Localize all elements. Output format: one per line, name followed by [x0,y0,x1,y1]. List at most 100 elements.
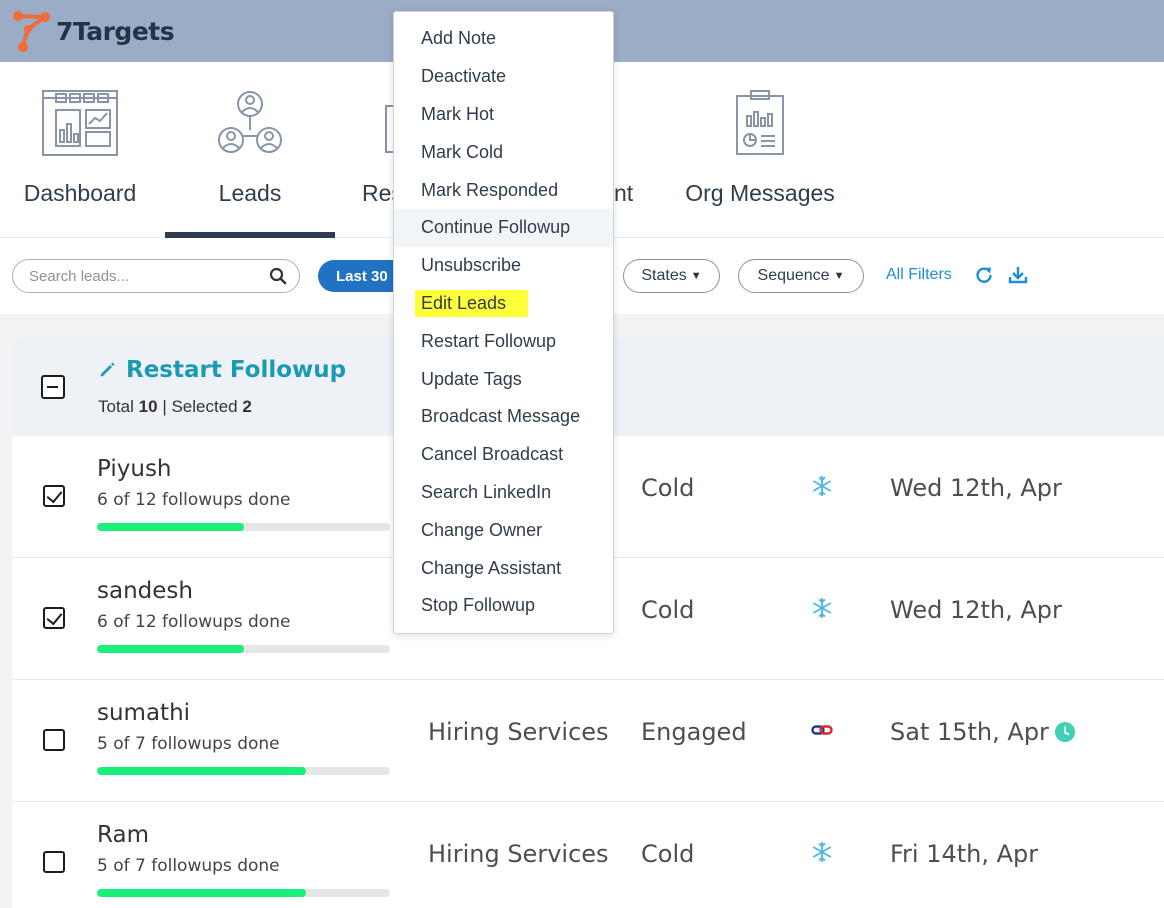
menu-item-broadcast-message[interactable]: Broadcast Message [394,398,613,436]
selected-count: 2 [242,397,252,416]
menu-item-unsubscribe[interactable]: Unsubscribe [394,247,613,285]
menu-item-mark-cold[interactable]: Mark Cold [394,133,613,171]
app-logo[interactable]: 7Targets [12,8,175,54]
menu-item-label: Cancel Broadcast [421,444,564,465]
menu-item-label: Edit Leads [415,289,529,317]
followup-progress-text: 6 of 12 followups done [97,612,291,632]
list-title-text: Restart Followup [126,357,347,383]
states-dropdown[interactable]: States ▼ [623,259,720,293]
logo-icon [13,11,50,52]
row-checkbox[interactable] [43,851,65,873]
menu-item-label: Change Owner [421,519,543,540]
menu-item-label: Continue Followup [421,217,571,238]
actions-menu: Add Note Deactivate Mark Hot Mark Cold M… [393,11,614,634]
all-filters-link[interactable]: All Filters [886,266,952,283]
followup-progress-bar [97,523,390,531]
total-label: Total [98,397,134,416]
progress-fill [97,523,244,531]
search-icon[interactable] [269,267,287,285]
menu-item-change-assistant[interactable]: Change Assistant [394,549,613,587]
menu-item-add-note[interactable]: Add Note [394,20,613,58]
sequence-label: Sequence [757,267,830,284]
lead-service: Hiring Services [428,718,609,746]
followup-progress-bar [97,889,390,897]
menu-item-mark-responded[interactable]: Mark Responded [394,171,613,209]
menu-item-update-tags[interactable]: Update Tags [394,360,613,398]
menu-item-edit-leads[interactable]: Edit Leads [394,285,613,323]
total-count: 10 [138,397,158,416]
snowflake-icon [812,842,832,862]
menu-item-search-linkedin[interactable]: Search LinkedIn [394,474,613,512]
menu-item-stop-followup[interactable]: Stop Followup [394,587,613,625]
followup-progress-bar [97,767,390,775]
download-icon[interactable] [1008,265,1028,285]
menu-item-deactivate[interactable]: Deactivate [394,58,613,96]
link-icon [811,725,833,735]
lead-date-text: Wed 12th, Apr [890,596,1062,624]
menu-item-label: Broadcast Message [421,406,581,427]
lead-service: Hiring Services [428,840,609,868]
dashboard-icon [42,90,118,156]
leads-icon [218,91,282,153]
lead-date: Sat 15th, Apr [890,718,1075,746]
lead-name[interactable]: Piyush [97,456,172,482]
nav-label: Leads [218,180,282,206]
nav-label: Dashboard [23,180,137,206]
lead-date: Wed 12th, Apr [890,474,1062,502]
row-checkbox[interactable] [43,729,65,751]
caret-down-icon: ▼ [690,270,702,282]
states-label: States [641,267,687,284]
org-messages-icon [736,90,784,155]
snowflake-icon [812,476,832,496]
lead-status: Cold [641,474,695,502]
progress-fill [97,767,307,775]
lead-date-text: Wed 12th, Apr [890,474,1062,502]
followup-progress-text: 5 of 7 followups done [97,734,280,754]
table-row[interactable]: sumathi 5 of 7 followups done Hiring Ser… [12,680,1164,802]
lead-name[interactable]: Ram [97,822,149,848]
lead-status: Cold [641,596,695,624]
select-all-checkbox[interactable] [41,375,65,399]
list-title[interactable]: Restart Followup [98,357,346,383]
menu-item-restart-followup[interactable]: Restart Followup [394,322,613,360]
nav-item-org-messages[interactable]: Org Messages [680,62,840,238]
followup-progress-bar [97,645,390,653]
nav-label: nt [614,180,634,206]
date-range-label: Last 30 [336,267,388,285]
caret-down-icon: ▼ [833,270,845,282]
nav-item-leads[interactable]: Leads [180,62,320,238]
search-input[interactable]: Search leads... [12,259,300,293]
clock-icon [1054,722,1075,742]
selected-label: Selected [171,397,238,416]
snowflake-icon [812,598,832,618]
menu-item-label: Stop Followup [421,595,536,616]
menu-item-change-owner[interactable]: Change Owner [394,511,613,549]
lead-name[interactable]: sumathi [97,700,191,726]
followup-progress-text: 5 of 7 followups done [97,856,280,876]
list-counts: Total 10 | Selected 2 [98,397,252,417]
row-checkbox[interactable] [43,607,65,629]
app-name: 7Targets [56,16,175,46]
followup-progress-text: 6 of 12 followups done [97,490,291,510]
menu-item-mark-hot[interactable]: Mark Hot [394,96,613,134]
sequence-dropdown[interactable]: Sequence ▼ [738,259,864,293]
menu-item-label: Restart Followup [421,330,557,351]
pencil-icon[interactable] [98,361,116,379]
progress-fill [97,645,244,653]
separator: | [162,397,167,416]
menu-item-label: Mark Cold [421,141,504,162]
menu-item-label: Update Tags [421,368,522,389]
refresh-icon[interactable] [974,265,994,285]
menu-item-cancel-broadcast[interactable]: Cancel Broadcast [394,436,613,474]
nav-label: Org Messages [685,180,835,206]
lead-date-text: Fri 14th, Apr [890,840,1039,868]
lead-date: Fri 14th, Apr [890,840,1038,868]
menu-item-label: Change Assistant [421,557,562,578]
lead-name[interactable]: sandesh [97,578,193,604]
menu-item-continue-followup[interactable]: Continue Followup [394,209,613,247]
lead-status: Cold [641,840,695,868]
menu-item-label: Search LinkedIn [421,481,552,502]
nav-item-dashboard[interactable]: Dashboard [10,62,150,238]
table-row[interactable]: Ram 5 of 7 followups done Hiring Service… [12,802,1164,908]
row-checkbox[interactable] [43,485,65,507]
